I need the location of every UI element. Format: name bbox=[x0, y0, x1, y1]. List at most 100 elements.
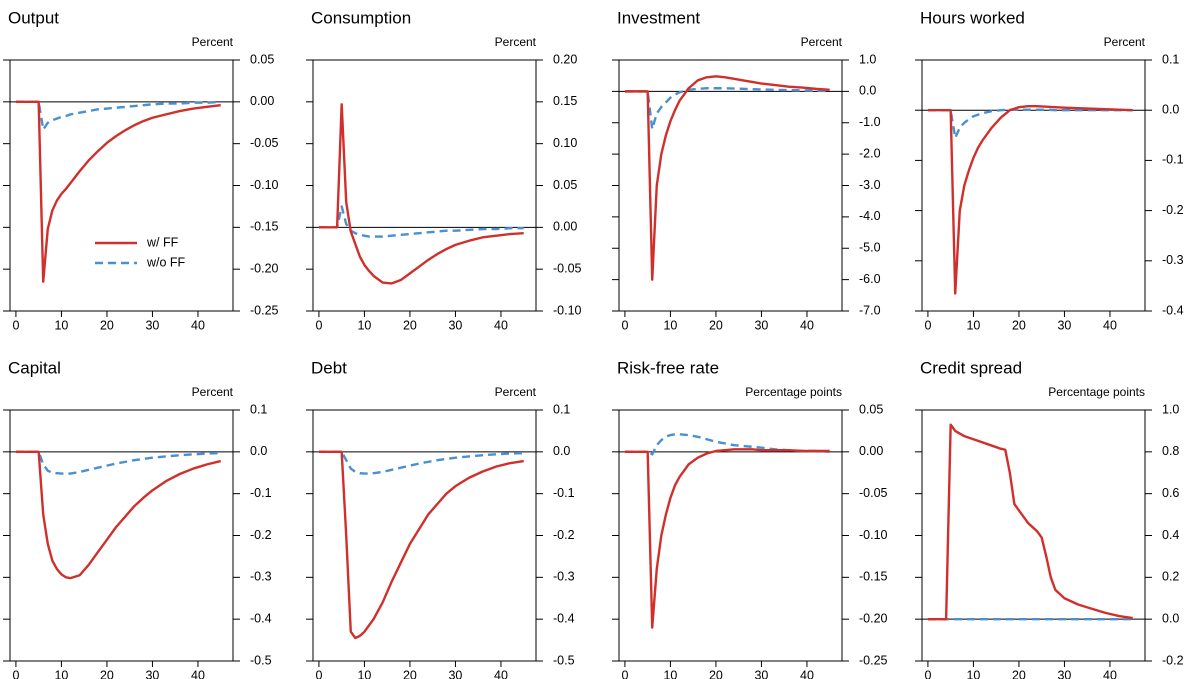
x-tick-label: 0 bbox=[621, 668, 628, 679]
x-tick-label: 30 bbox=[145, 318, 159, 332]
series-line bbox=[318, 450, 524, 475]
x-tick-label: 20 bbox=[1012, 668, 1026, 679]
series-line bbox=[624, 75, 830, 281]
y-tick-label: 0.6 bbox=[1162, 486, 1179, 500]
x-tick-label: 20 bbox=[1012, 318, 1026, 332]
y-tick-label: -0.2 bbox=[250, 528, 272, 542]
x-tick-label: 0 bbox=[621, 318, 628, 332]
x-tick-label: 20 bbox=[403, 318, 417, 332]
x-tick-label: 20 bbox=[709, 318, 723, 332]
y-tick-label: -0.1 bbox=[250, 486, 272, 500]
unit-label: Percent bbox=[192, 385, 234, 399]
x-tick-label: 30 bbox=[448, 318, 462, 332]
y-tick-label: 1.0 bbox=[1162, 402, 1179, 416]
series-line bbox=[15, 100, 221, 283]
y-tick-label: 1.0 bbox=[859, 52, 876, 66]
y-tick-label: -0.1 bbox=[1162, 153, 1184, 167]
y-tick-label: -5.0 bbox=[859, 241, 881, 255]
y-tick-label: -0.15 bbox=[250, 220, 279, 234]
panel-title: Capital bbox=[8, 358, 61, 377]
y-tick-label: -0.10 bbox=[250, 178, 279, 192]
x-tick-label: 40 bbox=[191, 668, 205, 679]
y-tick-label: -0.20 bbox=[859, 611, 888, 625]
x-tick-label: 40 bbox=[800, 668, 814, 679]
series-line bbox=[927, 104, 1133, 295]
x-tick-label: 20 bbox=[100, 668, 114, 679]
y-tick-label: 0.10 bbox=[553, 136, 577, 150]
panel: Consumption Percent 0.20 0.15 0.10 0.05 0.00 -0… bbox=[306, 8, 582, 332]
panel: Debt Percent 0.1 0.0 -0.1 -0.2 -0.3 -0.4 -0.5 0 10… bbox=[306, 358, 575, 679]
panel: Credit spread Percentage points 1.0 0.8 0.6 0… bbox=[915, 358, 1184, 679]
plot-frame bbox=[618, 409, 843, 662]
x-tick-label: 40 bbox=[1103, 318, 1117, 332]
unit-label: Percentage points bbox=[1048, 385, 1145, 399]
y-tick-label: 0.4 bbox=[1162, 528, 1179, 542]
y-tick-label: -3.0 bbox=[859, 178, 881, 192]
unit-label: Percentage points bbox=[745, 385, 842, 399]
x-tick-label: 20 bbox=[403, 668, 417, 679]
series-line bbox=[318, 450, 524, 640]
y-tick-label: 0.0 bbox=[1162, 102, 1179, 116]
x-tick-label: 20 bbox=[709, 668, 723, 679]
x-tick-label: 40 bbox=[191, 318, 205, 332]
y-tick-label: 0.20 bbox=[553, 52, 577, 66]
x-tick-label: 40 bbox=[494, 668, 508, 679]
y-tick-label: -0.05 bbox=[859, 486, 888, 500]
series-line bbox=[15, 450, 221, 580]
panel-title: Output bbox=[8, 8, 59, 27]
y-tick-label: 0.0 bbox=[250, 444, 267, 458]
y-tick-label: 0.15 bbox=[553, 94, 577, 108]
x-tick-label: 0 bbox=[924, 318, 931, 332]
x-tick-label: 10 bbox=[966, 668, 980, 679]
x-tick-label: 10 bbox=[966, 318, 980, 332]
unit-label: Percent bbox=[1104, 35, 1146, 49]
y-tick-label: 0.0 bbox=[553, 444, 570, 458]
x-tick-label: 30 bbox=[145, 668, 159, 679]
y-tick-label: 0.1 bbox=[1162, 52, 1179, 66]
y-tick-label: 0.0 bbox=[859, 84, 876, 98]
y-tick-label: -2.0 bbox=[859, 146, 881, 160]
legend-label: w/o FF bbox=[146, 255, 186, 269]
panel: Investment Percent 1.0 0.0 -1.0 -2.0 -3.0 -4.0 -… bbox=[612, 8, 881, 332]
x-tick-label: 30 bbox=[754, 318, 768, 332]
x-tick-label: 20 bbox=[100, 318, 114, 332]
plot-frame bbox=[9, 59, 234, 312]
y-tick-label: -0.4 bbox=[250, 611, 272, 625]
y-tick-label: -0.5 bbox=[250, 653, 272, 667]
y-tick-label: -4.0 bbox=[859, 209, 881, 223]
legend-label: w/ FF bbox=[146, 235, 179, 249]
x-tick-label: 30 bbox=[754, 668, 768, 679]
x-tick-label: 10 bbox=[663, 318, 677, 332]
x-tick-label: 40 bbox=[494, 318, 508, 332]
x-tick-label: 0 bbox=[924, 668, 931, 679]
unit-label: Percent bbox=[495, 385, 537, 399]
plot-frame bbox=[921, 59, 1146, 312]
y-tick-label: 0.05 bbox=[553, 178, 577, 192]
y-tick-label: -0.3 bbox=[250, 570, 272, 584]
y-tick-label: -0.10 bbox=[553, 303, 582, 317]
unit-label: Percent bbox=[192, 35, 234, 49]
panel: Capital Percent 0.1 0.0 -0.1 -0.2 -0.3 -0.4 -0.5… bbox=[3, 358, 272, 679]
x-tick-label: 10 bbox=[357, 318, 371, 332]
unit-label: Percent bbox=[801, 35, 843, 49]
y-tick-label: -0.25 bbox=[250, 303, 279, 317]
panel: Output Percent 0.05 0.00 -0.05 -0.10 -0.15 -0.2… bbox=[3, 8, 279, 332]
y-tick-label: -0.2 bbox=[1162, 203, 1184, 217]
y-tick-label: 0.8 bbox=[1162, 444, 1179, 458]
x-tick-label: 10 bbox=[357, 668, 371, 679]
y-tick-label: 0.00 bbox=[250, 94, 274, 108]
y-tick-label: -6.0 bbox=[859, 272, 881, 286]
panel-title: Investment bbox=[617, 8, 700, 27]
series-line bbox=[318, 103, 524, 285]
x-tick-label: 0 bbox=[315, 318, 322, 332]
y-tick-label: -0.4 bbox=[1162, 303, 1184, 317]
y-tick-label: -0.5 bbox=[553, 653, 575, 667]
plot-frame bbox=[312, 59, 537, 312]
x-tick-label: 0 bbox=[12, 668, 19, 679]
x-tick-label: 30 bbox=[1057, 668, 1071, 679]
y-tick-label: 0.00 bbox=[859, 444, 883, 458]
x-tick-label: 40 bbox=[1103, 668, 1117, 679]
y-tick-label: -0.3 bbox=[1162, 253, 1184, 267]
